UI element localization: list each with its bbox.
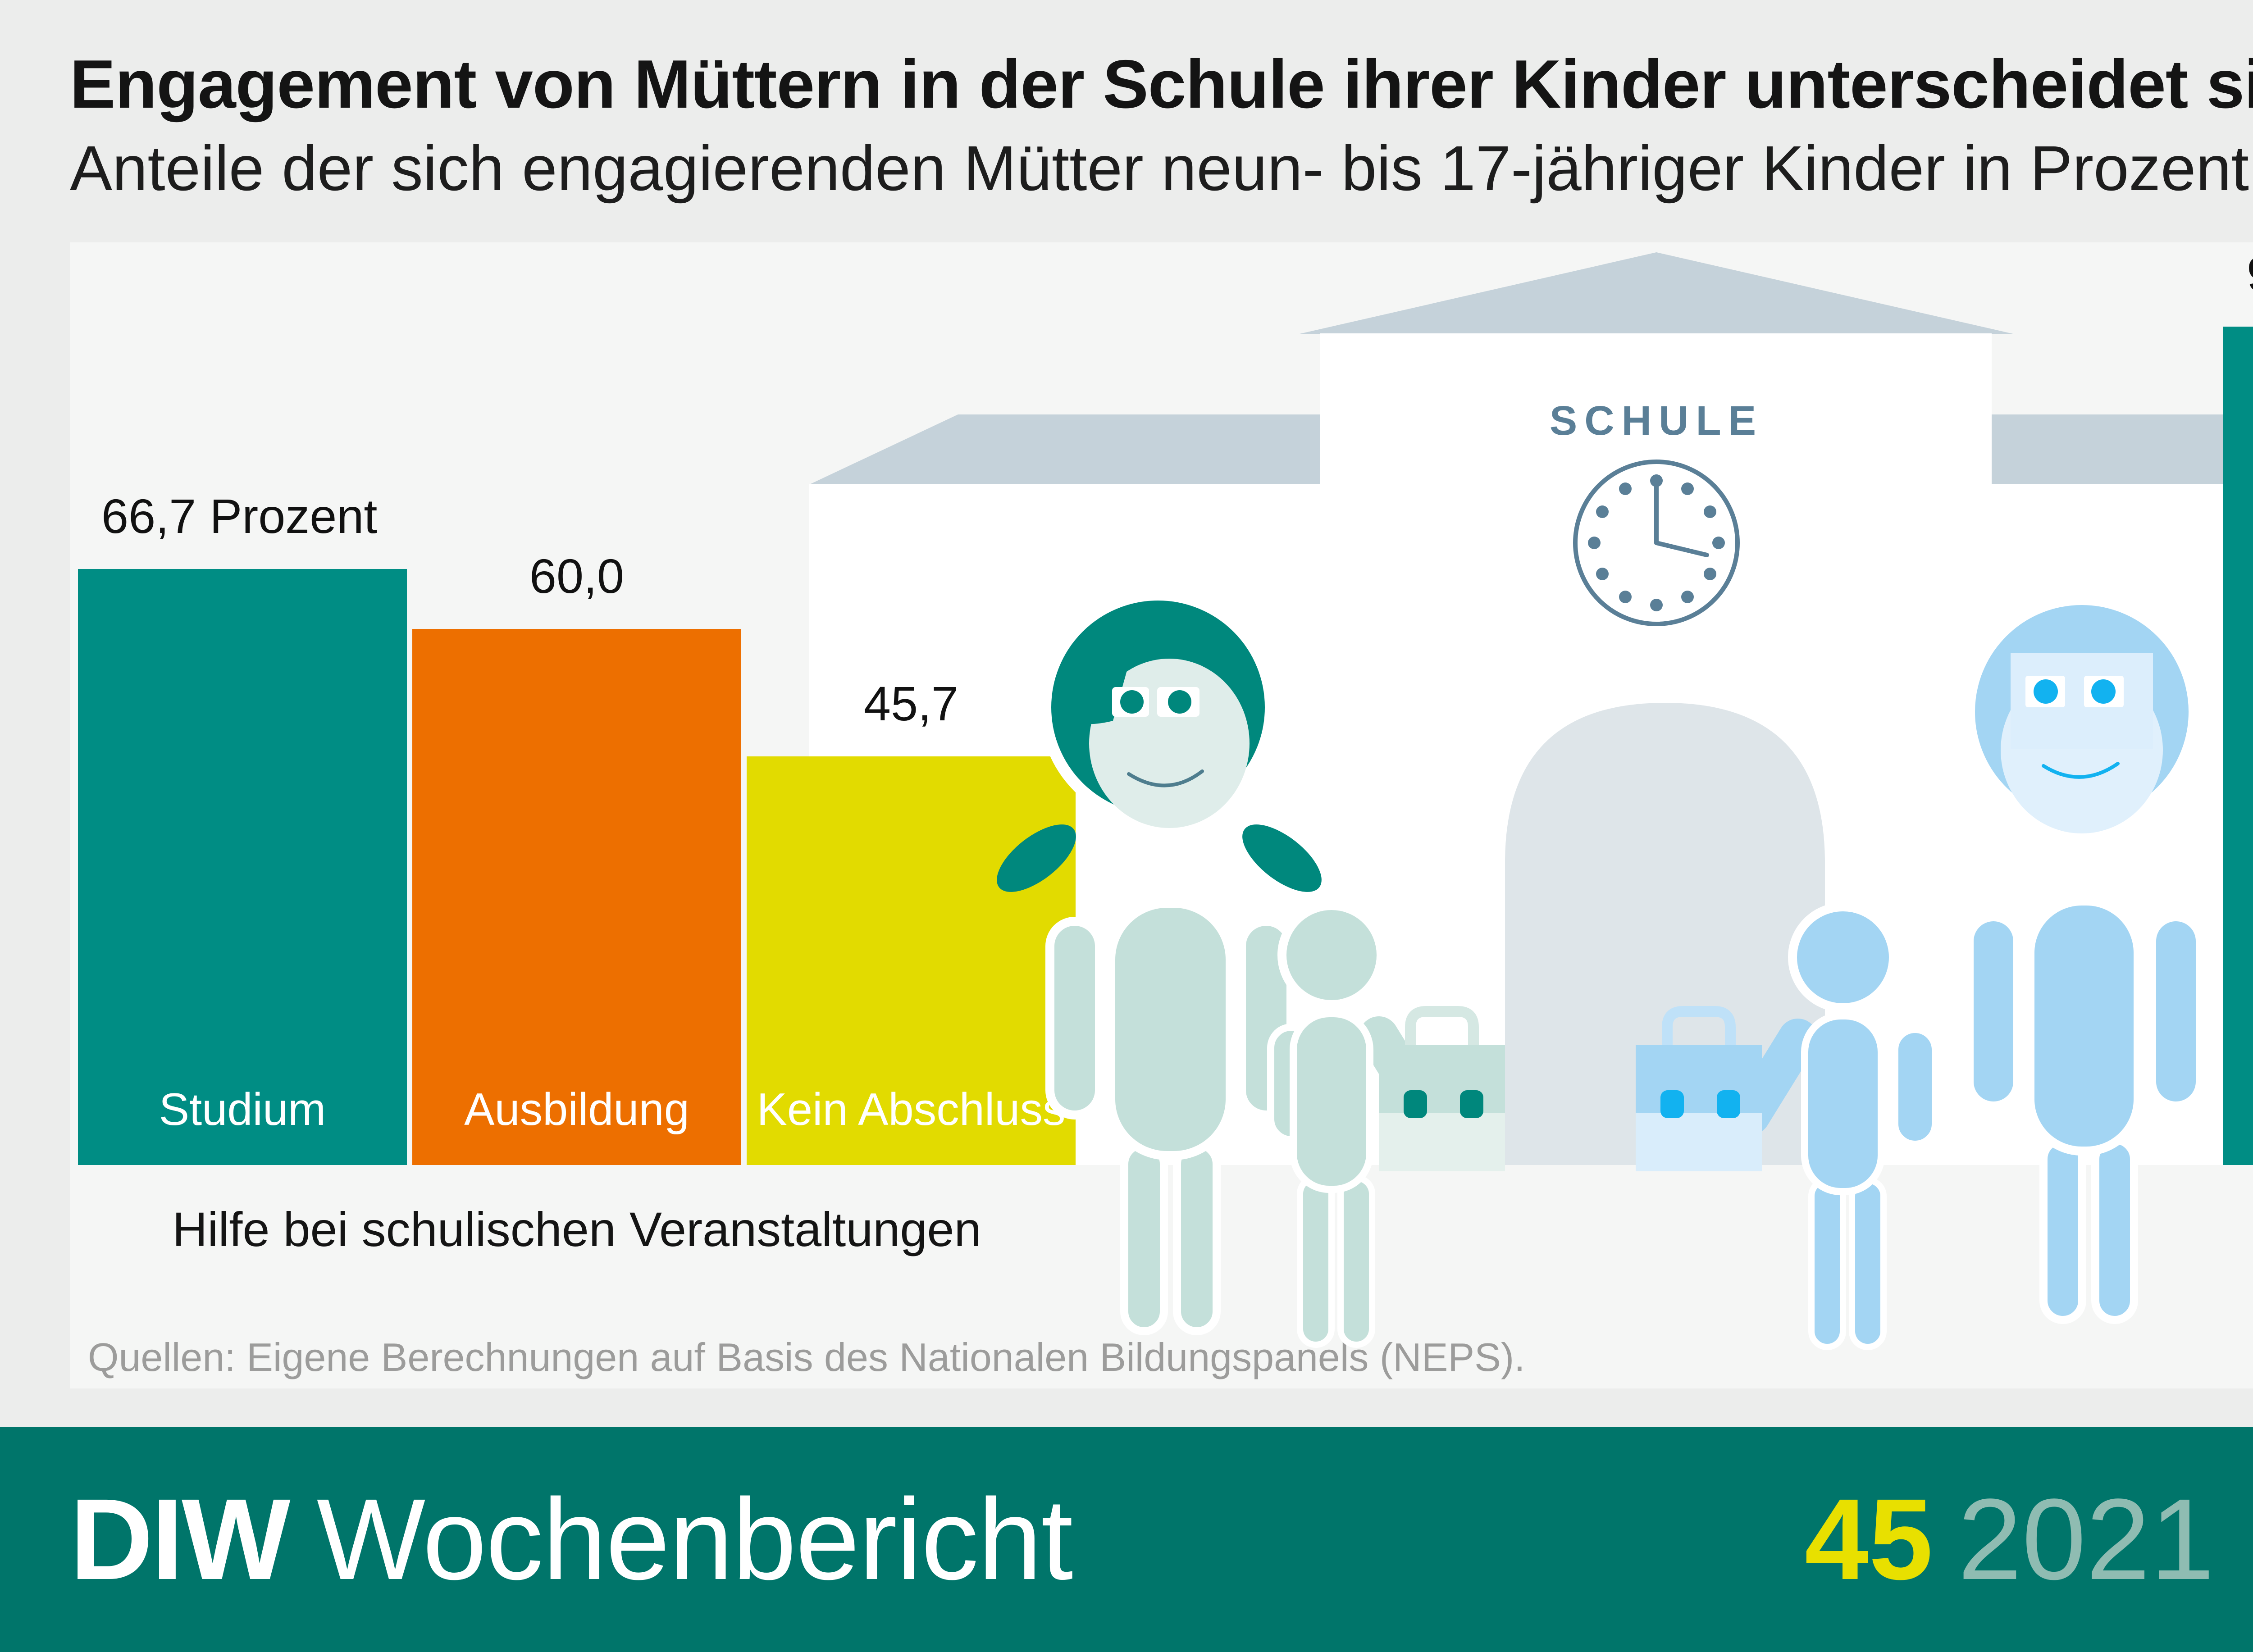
- caption-hilfe: Hilfe bei schulischen Veranstaltungen: [172, 1202, 981, 1256]
- bar-elternabend-studium: Studium: [2223, 327, 2253, 1165]
- bar-hilfe-kein-abschluss: Kein Abschluss: [747, 756, 1076, 1165]
- issue-year: 2021: [1957, 1475, 2215, 1604]
- issue-number: 45: [1805, 1475, 1933, 1604]
- bar-label: Kein Abschluss: [757, 1084, 1066, 1135]
- value-label: 60,0: [529, 549, 625, 603]
- source-note: Quellen: Eigene Berechnungen auf Basis d…: [88, 1335, 1525, 1379]
- value-label: 93,8 Prozent: [2247, 246, 2253, 302]
- bar-label: Studium: [2223, 1081, 2253, 1165]
- bar-label: Ausbildung: [464, 1084, 689, 1135]
- chart-panel: Studium Ausbildung Kein Abschluss Studiu…: [70, 242, 2253, 1388]
- footer-brand-bold: DIW: [70, 1475, 291, 1604]
- footer-band: DIW Wochenbericht 45 2021 DIW BERLIN: [0, 1427, 2253, 1652]
- bar-hilfe-studium: Studium: [78, 569, 407, 1165]
- page-subtitle: Anteile der sich engagierenden Mütter ne…: [70, 132, 2249, 204]
- value-label: 45,7: [863, 676, 959, 731]
- value-label: 66,7 Prozent: [101, 489, 378, 543]
- source-row: Quellen: Eigene Berechnungen auf Basis d…: [88, 1334, 2253, 1380]
- bar-hilfe-ausbildung: Ausbildung: [412, 629, 741, 1165]
- footer-issue: 45 2021: [1805, 1427, 2214, 1652]
- caption-elternabend: Teilnahme an Elternabend: [2223, 1201, 2253, 1257]
- footer-wordmark: DIW Wochenbericht: [70, 1427, 1073, 1652]
- footer-brand-light: Wochenbericht: [316, 1475, 1073, 1604]
- bar-label: Studium: [159, 1084, 326, 1135]
- page-title: Engagement von Müttern in der Schule ihr…: [70, 46, 2253, 123]
